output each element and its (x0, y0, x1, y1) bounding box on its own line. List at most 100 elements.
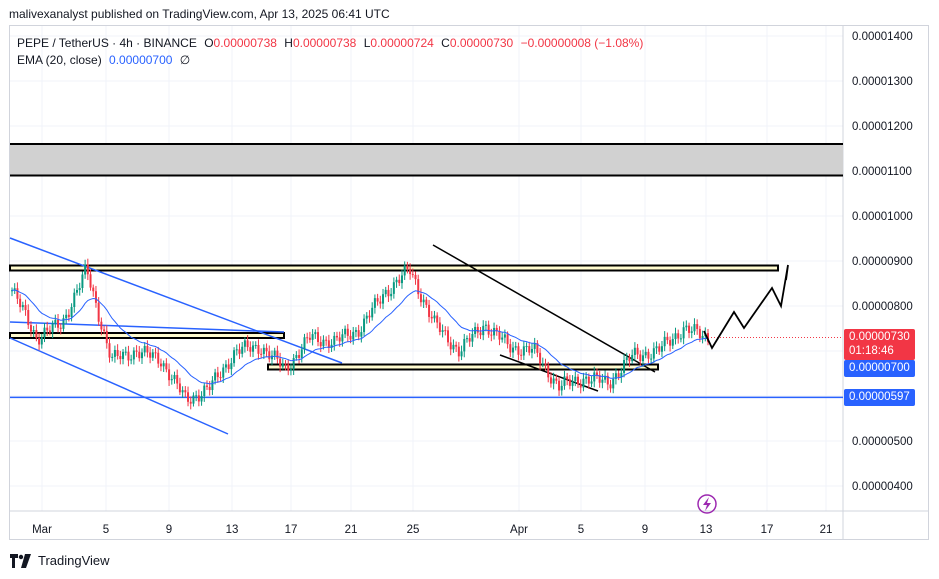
x-tick-label: 25 (407, 524, 420, 536)
candle-body (601, 379, 604, 383)
candle-body (549, 377, 552, 384)
candle-body (495, 327, 498, 331)
close-value: 0.00000730 (449, 36, 514, 50)
candle-body (97, 302, 100, 322)
candle-body (116, 349, 119, 357)
candle-body (566, 376, 569, 380)
candle-body (476, 326, 479, 333)
candle-body (642, 355, 645, 362)
x-tick-label: 17 (285, 524, 298, 536)
candle-body (162, 363, 165, 367)
candle-body (197, 395, 200, 402)
candle-body (73, 292, 76, 307)
candle-body (127, 351, 130, 361)
candle-body (279, 358, 282, 367)
candle-body (159, 363, 162, 367)
candle-body (674, 333, 677, 340)
candle-body (241, 346, 244, 354)
channel-line (9, 237, 343, 364)
candle-body (319, 342, 322, 347)
candle-body (13, 288, 16, 291)
candle-body (189, 401, 192, 404)
candle-body (541, 363, 544, 365)
ema-label[interactable]: EMA (20, close) (17, 53, 102, 67)
candle-body (170, 379, 173, 381)
candle-body (525, 346, 528, 348)
support-price-tag: 0.00000597 (844, 389, 915, 406)
candle-body (368, 315, 371, 318)
candle-body (574, 376, 577, 381)
candle-body (452, 344, 455, 350)
candle-body (493, 327, 496, 336)
candle-body (322, 339, 325, 347)
candle-body (48, 330, 51, 333)
candle-body (671, 339, 674, 346)
candle-body (303, 337, 306, 350)
x-tick-label: 5 (578, 524, 584, 536)
candle-body (230, 363, 233, 370)
candle-body (430, 316, 433, 319)
candle-body (620, 372, 623, 378)
candle-body (438, 322, 441, 332)
candle-body (590, 381, 593, 384)
candle-body (92, 287, 95, 292)
candle-body (517, 346, 520, 355)
candle-body (571, 380, 574, 386)
candle-body (441, 330, 444, 332)
candle-body (357, 330, 360, 337)
channel-line (9, 321, 285, 333)
candle-body (86, 264, 89, 275)
symbol-title[interactable]: PEPE / TetherUS · 4h · BINANCE (17, 36, 197, 50)
y-axis: 0.000004000.000005000.000006000.00000700… (852, 31, 913, 493)
candle-body (335, 335, 338, 338)
candle-body (40, 337, 43, 345)
candle-body (151, 352, 154, 358)
candle-body (506, 334, 509, 345)
candle-body (135, 350, 138, 352)
candle-body (585, 376, 588, 379)
candle-body (688, 325, 691, 333)
x-tick-label: 13 (700, 524, 713, 536)
candle-body (29, 325, 32, 332)
chart-frame (9, 25, 929, 540)
candle-body (398, 279, 401, 284)
candle-body (579, 384, 582, 388)
candle-body (698, 328, 701, 339)
last-price-tag: 0.00000730 01:18:46 (844, 329, 915, 360)
lightning-bolt (703, 497, 711, 511)
candle-body (173, 375, 176, 380)
candle-body (54, 319, 57, 324)
ema-value: 0.00000700 (109, 53, 173, 67)
candle-body (552, 378, 555, 384)
candle-body (679, 338, 682, 340)
y-tick-label: 0.00001300 (852, 76, 913, 88)
candle-body (501, 337, 504, 340)
candle-body (292, 358, 295, 370)
candle-body (276, 350, 279, 359)
candle-body (617, 373, 620, 378)
candle-body (479, 332, 482, 336)
y-tick-label: 0.00000500 (852, 436, 913, 448)
candle-body (365, 315, 368, 319)
change-value: −0.00000008 (−1.08%) (520, 36, 644, 50)
projection-path (703, 264, 789, 350)
candle-body (558, 380, 561, 391)
candle-body (444, 330, 447, 332)
candle-body (468, 338, 471, 342)
candle-body (677, 333, 680, 339)
candle-body (660, 346, 663, 352)
candle-body (75, 290, 78, 293)
publisher-line: malivexanalyst published on TradingView.… (9, 7, 390, 21)
candle-body (227, 364, 230, 370)
x-tick-label: 9 (642, 524, 648, 536)
candle-body (487, 324, 490, 335)
candle-body (46, 327, 49, 331)
candle-body (200, 396, 203, 402)
candle-body (238, 349, 241, 354)
upper-box (9, 264, 779, 272)
candle-body (51, 323, 54, 333)
candle-body (371, 307, 374, 318)
candle-body (498, 330, 501, 340)
candle-body (124, 351, 127, 353)
